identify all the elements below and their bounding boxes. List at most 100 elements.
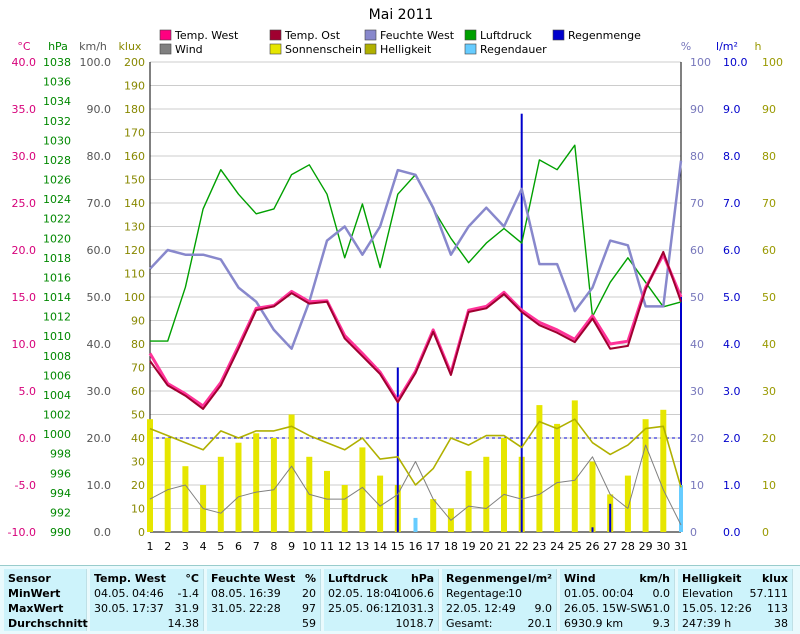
x-tick-label: 5	[217, 540, 224, 553]
stats-druck-min-date: 02.05.	[328, 587, 363, 600]
stats-druck-min-time: 18:04	[366, 587, 398, 600]
stats-feuchte-max-time: 22:28	[249, 602, 281, 615]
axis-tick-label-wind: 0.0	[94, 526, 112, 539]
axis-tick-label-press: 1026	[43, 174, 71, 187]
x-tick-label: 28	[621, 540, 635, 553]
sunshine-bar	[235, 442, 242, 532]
stats-feuchte-min-val: 20	[302, 587, 316, 600]
axis-tick-label-rain: 3.0	[723, 385, 741, 398]
legend-label: Regenmenge	[568, 29, 641, 42]
axis-tick-label-hum: 80	[690, 150, 704, 163]
axis-tick-label-klux: 60	[131, 385, 145, 398]
legend-swatch	[364, 29, 377, 41]
axis-tick-label-klux: 0	[138, 526, 145, 539]
stats-wind-distance: 6930.9 km	[564, 617, 624, 630]
sunshine-bar	[624, 475, 631, 532]
axes: 40.0 35.0 30.0 25.0 20.0 15.0 10.0 5.0 0.0 -5.0 -1…	[8, 40, 783, 539]
axis-tick-label-rain: 9.0	[723, 103, 741, 116]
stats-hell-elev-label: Elevation	[682, 587, 734, 600]
axis-tick-label-wind: 40.0	[87, 338, 112, 351]
axis-tick-label-klux: 70	[131, 362, 145, 375]
axis-unit-sun: h	[755, 40, 762, 53]
axis-tick-label-hum: 0	[690, 526, 697, 539]
axis-tick-label-temp: 15.0	[12, 291, 37, 304]
axis-tick-label-rain: 7.0	[723, 197, 741, 210]
axis-tick-label-sun: 40	[762, 338, 776, 351]
stats-regen-panel: Regenmenge l/m² Regentage: 10 22.05. 12:49 9…	[442, 569, 557, 631]
axis-tick-label-klux: 100	[124, 291, 145, 304]
stats-temp-panel: Temp. West °C 04.05. 04:46 -1.4 30.05. 17:37…	[90, 569, 204, 631]
x-tick-label: 14	[373, 540, 387, 553]
stats-feuchte-header: Feuchte West	[211, 572, 296, 585]
weather-chart: Mai 2011 Temp. West Temp. Ost Feuchte West…	[8, 7, 783, 553]
stats-wind-min-time: 00:04	[602, 587, 634, 600]
axis-tick-label-klux: 40	[131, 432, 145, 445]
legend-label: Temp. West	[174, 29, 239, 42]
axis-tick-label-rain: 0.0	[723, 526, 741, 539]
rain-duration-bar	[679, 485, 683, 532]
sunshine-bar	[359, 447, 366, 532]
rain-bar	[609, 503, 612, 532]
stats-avg-label: Durchschnitt	[8, 617, 88, 630]
stats-regen-days-val: 10	[508, 587, 522, 600]
axis-tick-label-klux: 110	[124, 268, 145, 281]
axis-tick-label-press: 1028	[43, 154, 71, 167]
x-tick-label: 29	[639, 540, 653, 553]
sunshine-bar	[483, 456, 490, 532]
rain-bar	[591, 527, 594, 532]
axis-unit-rain: l/m²	[716, 40, 738, 53]
x-tick-label: 21	[497, 540, 511, 553]
axis-tick-label-sun: 90	[762, 103, 776, 116]
statistics-panel: Sensor MinWert MaxWert Durchschnitt Temp…	[0, 565, 800, 634]
sunshine-bar	[465, 470, 472, 532]
stats-druck-panel: Luftdruck hPa 02.05. 18:04 1006.6 25.05. 06:…	[324, 569, 439, 631]
x-tick-label: 31	[674, 540, 688, 553]
x-tick-label: 8	[270, 540, 277, 553]
stats-regen-max-date: 22.05.	[446, 602, 481, 615]
x-tick-label: 7	[253, 540, 260, 553]
x-tick-label: 19	[462, 540, 476, 553]
axis-tick-label-press: 1038	[43, 56, 71, 69]
axis-tick-label-press: 1022	[43, 213, 71, 226]
sunshine-bar	[554, 423, 561, 532]
stats-wind-max-dir: 15W-SW	[602, 602, 649, 615]
stats-hell-max-val: 113	[767, 602, 788, 615]
axis-tick-label-temp: 0.0	[19, 432, 37, 445]
axis-tick-label-hum: 50	[690, 291, 704, 304]
legend-label: Wind	[175, 43, 203, 56]
stats-temp-avg-val: 14.38	[167, 617, 200, 630]
sunshine-bar	[430, 499, 437, 532]
sunshine-bar	[217, 456, 224, 532]
stats-feuchte-max-val: 97	[302, 602, 316, 615]
axis-tick-label-wind: 80.0	[87, 150, 112, 163]
sunshine-bar	[642, 419, 649, 532]
legend-swatch	[552, 29, 565, 41]
stats-regen-total-val: 20.1	[527, 617, 553, 630]
axis-tick-label-klux: 160	[124, 150, 145, 163]
axis-tick-label-press: 1030	[43, 134, 71, 147]
stats-max-label: MaxWert	[8, 602, 64, 615]
stats-druck-avg-val: 1018.7	[395, 617, 435, 630]
axis-tick-label-wind: 90.0	[87, 103, 112, 116]
rain-bar	[396, 367, 399, 532]
axis-tick-label-klux: 50	[131, 409, 145, 422]
axis-unit-press: hPa	[48, 40, 68, 53]
legend-label: Regendauer	[480, 43, 547, 56]
axis-tick-label-wind: 60.0	[87, 244, 112, 257]
stats-regen-max-val: 9.0	[534, 602, 553, 615]
x-tick-label: 15	[391, 540, 405, 553]
axis-tick-label-press: 996	[50, 467, 71, 480]
stats-regen-days-label: Regentage:	[446, 587, 510, 600]
axis-tick-label-wind: 20.0	[87, 432, 112, 445]
x-tick-label: 27	[603, 540, 617, 553]
temp-ost-line	[149, 250, 682, 410]
axis-tick-label-temp: 35.0	[12, 103, 37, 116]
stats-hell-header: Helligkeit	[682, 572, 742, 585]
stats-temp-max-date: 30.05.	[94, 602, 129, 615]
temp-west-line	[148, 253, 683, 408]
axis-tick-label-klux: 30	[131, 456, 145, 469]
axis-tick-label-press: 1018	[43, 252, 71, 265]
axis-tick-label-press: 1012	[43, 311, 71, 324]
x-tick-label: 30	[656, 540, 670, 553]
stats-hell-unit: klux	[761, 572, 788, 585]
